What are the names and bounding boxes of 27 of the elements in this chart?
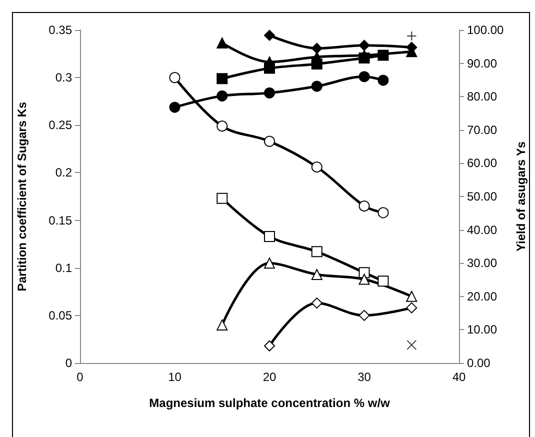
y-axis-title: Partition coefficient of Sugars Ks	[15, 102, 29, 292]
x-tick-label: 30	[358, 370, 372, 384]
y2-tick-label: 70.00	[467, 122, 498, 137]
x-axis-title: Magnesium sulphate concentration % w/w	[149, 396, 391, 410]
y2-tick-label: 10.00	[467, 322, 498, 337]
x-tick-label: 0	[76, 370, 84, 384]
y2-tick-label: 20.00	[467, 289, 498, 304]
y-tick-label: 0	[65, 356, 72, 370]
y2-axis-title: Yield of asugars Ys	[514, 141, 528, 252]
y-tick-label: 0.05	[48, 308, 72, 322]
y-tick-label: 0.35	[48, 23, 72, 37]
x-tick-label: 10	[168, 370, 182, 384]
x-tick-label: 40	[452, 370, 466, 384]
y2-tick-label: 50.00	[467, 190, 498, 204]
y-tick-label: 0.1	[55, 260, 72, 275]
y2-tick-label: 80.00	[467, 90, 498, 104]
y2-tick-label: 0.00	[467, 356, 491, 370]
y2-tick-label: 40.00	[467, 222, 498, 237]
y2-tick-label: 30.00	[467, 256, 498, 270]
y-tick-label: 0.15	[48, 213, 72, 228]
y-tick-label: 0.2	[55, 166, 72, 180]
y2-tick-label: 100.00	[467, 23, 504, 37]
x-tick-label: 20	[262, 370, 276, 384]
y-tick-label: 0.25	[48, 118, 72, 132]
y-tick-label: 0.3	[55, 70, 72, 85]
y2-tick-label: 90.00	[467, 56, 498, 70]
y2-tick-label: 60.00	[467, 156, 498, 170]
